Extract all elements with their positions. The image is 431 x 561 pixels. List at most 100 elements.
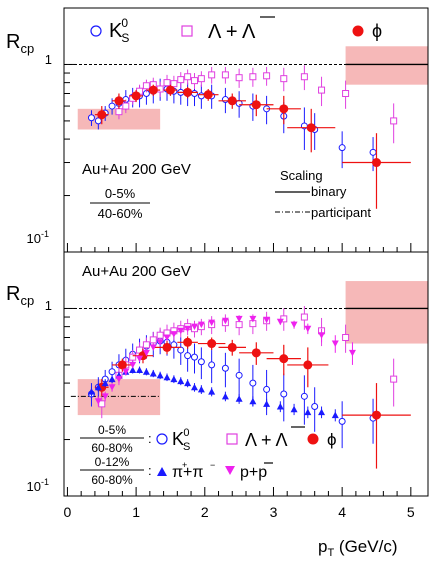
top-point-lambdaantilambda [249,67,257,87]
x-tick-labels: 0 1 2 3 4 5 [64,504,415,520]
bottom-centrality1-denominator: 60-80% [91,441,133,455]
x-tick-label-4: 4 [338,504,346,520]
bottom-centrality2-denominator: 60-80% [91,473,133,487]
top-point-phi [218,93,246,109]
bottom-point-ppbar [249,315,257,323]
bottom-ytick-01: 10-1 [27,477,49,494]
bottom-point-k0s [311,387,319,432]
legend-ks-label: KS0 [109,16,129,45]
bottom-point-phi [177,336,198,349]
bottom-axis-ticks [64,251,412,497]
bottom-point-ppbar [142,349,150,357]
top-point-phi [94,106,109,125]
bottom-point-pipi [177,377,185,386]
legend-lambda-label: Λ + Λ [208,21,256,43]
bottom-point-phi [153,341,181,355]
bottom-point-ppbar [170,331,178,338]
top-centrality-denominator: 40-60% [98,206,143,221]
legend-phi-label-bottom: ϕ [327,430,337,449]
bottom-point-lambdaantilambda [390,358,398,407]
top-point-phi [129,90,143,103]
bottom-y-axis-label: Rcp [6,283,34,308]
top-point-lambdaantilambda [156,81,164,98]
top-y-axis-label: Rcp [6,31,34,56]
top-point-lambdaantilambda [184,69,192,85]
top-point-lambdaantilambda [318,76,326,107]
bottom-point-ppbar [331,335,339,353]
legend-lambda-marker-bottom [226,433,238,445]
bottom-point-phi [266,344,301,376]
bottom-point-pipi [318,406,326,419]
bottom-point-ppbar [177,327,185,335]
bottom-point-ppbar [122,368,130,376]
bottom-point-k0s [300,375,308,425]
top-point-phi [342,133,411,209]
bottom-system-label: Au+Au 200 GeV [82,263,191,280]
bottom-point-ppbar [101,391,109,402]
bottom-point-phi [197,337,226,351]
bottom-point-pipi [87,387,95,397]
top-point-k0s [263,95,271,125]
bottom-point-pipi [108,375,116,384]
bottom-point-k0s [235,358,243,397]
bottom-point-ppbar [263,316,271,324]
bottom-point-ppbar [290,320,298,329]
bottom-reference-lines [64,307,428,397]
bottom-point-pipi [208,387,216,397]
scaling-participant-label: participant [311,205,371,220]
legend-phi-label: ϕ [372,21,382,41]
legend-lambda-label-bottom: Λ + Λ [245,430,288,450]
top-point-lambdaantilambda [190,73,198,89]
bottom-point-pipi [163,373,171,382]
bottom-point-pipi [221,391,229,402]
bottom-point-k0s [208,350,216,384]
top-point-phi [197,88,219,101]
bottom-point-phi [287,347,329,388]
top-point-lambdaantilambda [221,66,229,84]
top-ytick-01: 10-1 [27,229,49,246]
top-point-k0s [87,110,95,126]
top-ytick-1: 1 [45,52,52,67]
legend-phi-marker-bottom [307,433,319,445]
bottom-point-k0s [280,373,288,422]
x-axis-label: pT (GeV/c) [318,537,398,559]
top-point-lambdaantilambda [263,66,271,86]
top-point-lambdaantilambda [235,68,243,88]
top-point-k0s [197,84,205,109]
bottom-point-pipi [276,401,284,413]
bottom-point-phi [218,339,246,356]
bottom-point-pipi [142,368,150,376]
bottom-centrality1-numerator: 0-5% [98,423,126,437]
top-point-phi [163,84,178,96]
bottom-point-k0s [221,352,229,388]
bottom-point-phi [239,342,274,365]
bottom-data-marks [87,306,411,469]
bottom-point-k0s [338,401,346,449]
top-point-lambdaantilambda [390,103,398,144]
bottom-point-phi [342,383,411,469]
scaling-title: Scaling [280,168,323,183]
top-point-phi [146,84,161,96]
bottom-point-pipi [197,385,205,394]
bottom-row2-colon: : [148,463,152,478]
top-systematic-band-1 [345,46,428,85]
top-point-lambdaantilambda [300,65,308,91]
bottom-point-pipi [290,403,298,416]
top-point-lambdaantilambda [208,66,216,84]
bottom-point-ppbar [276,318,284,326]
top-point-lambdaantilambda [177,72,185,88]
bottom-systematic-band-1 [345,281,428,344]
bottom-point-pipi [190,383,198,392]
top-point-phi [112,93,126,109]
top-point-lambdaantilambda [342,80,350,109]
bottom-point-pipi [156,371,164,380]
bottom-point-ppbar [348,342,356,365]
bottom-point-ppbar [318,328,326,343]
bottom-point-ppbar [184,325,192,333]
bottom-point-ppbar [208,319,216,327]
legend-lambda-marker [181,25,193,37]
bottom-point-ppbar [190,323,198,331]
bottom-point-phi [112,358,133,372]
bottom-point-ppbar [197,321,205,329]
